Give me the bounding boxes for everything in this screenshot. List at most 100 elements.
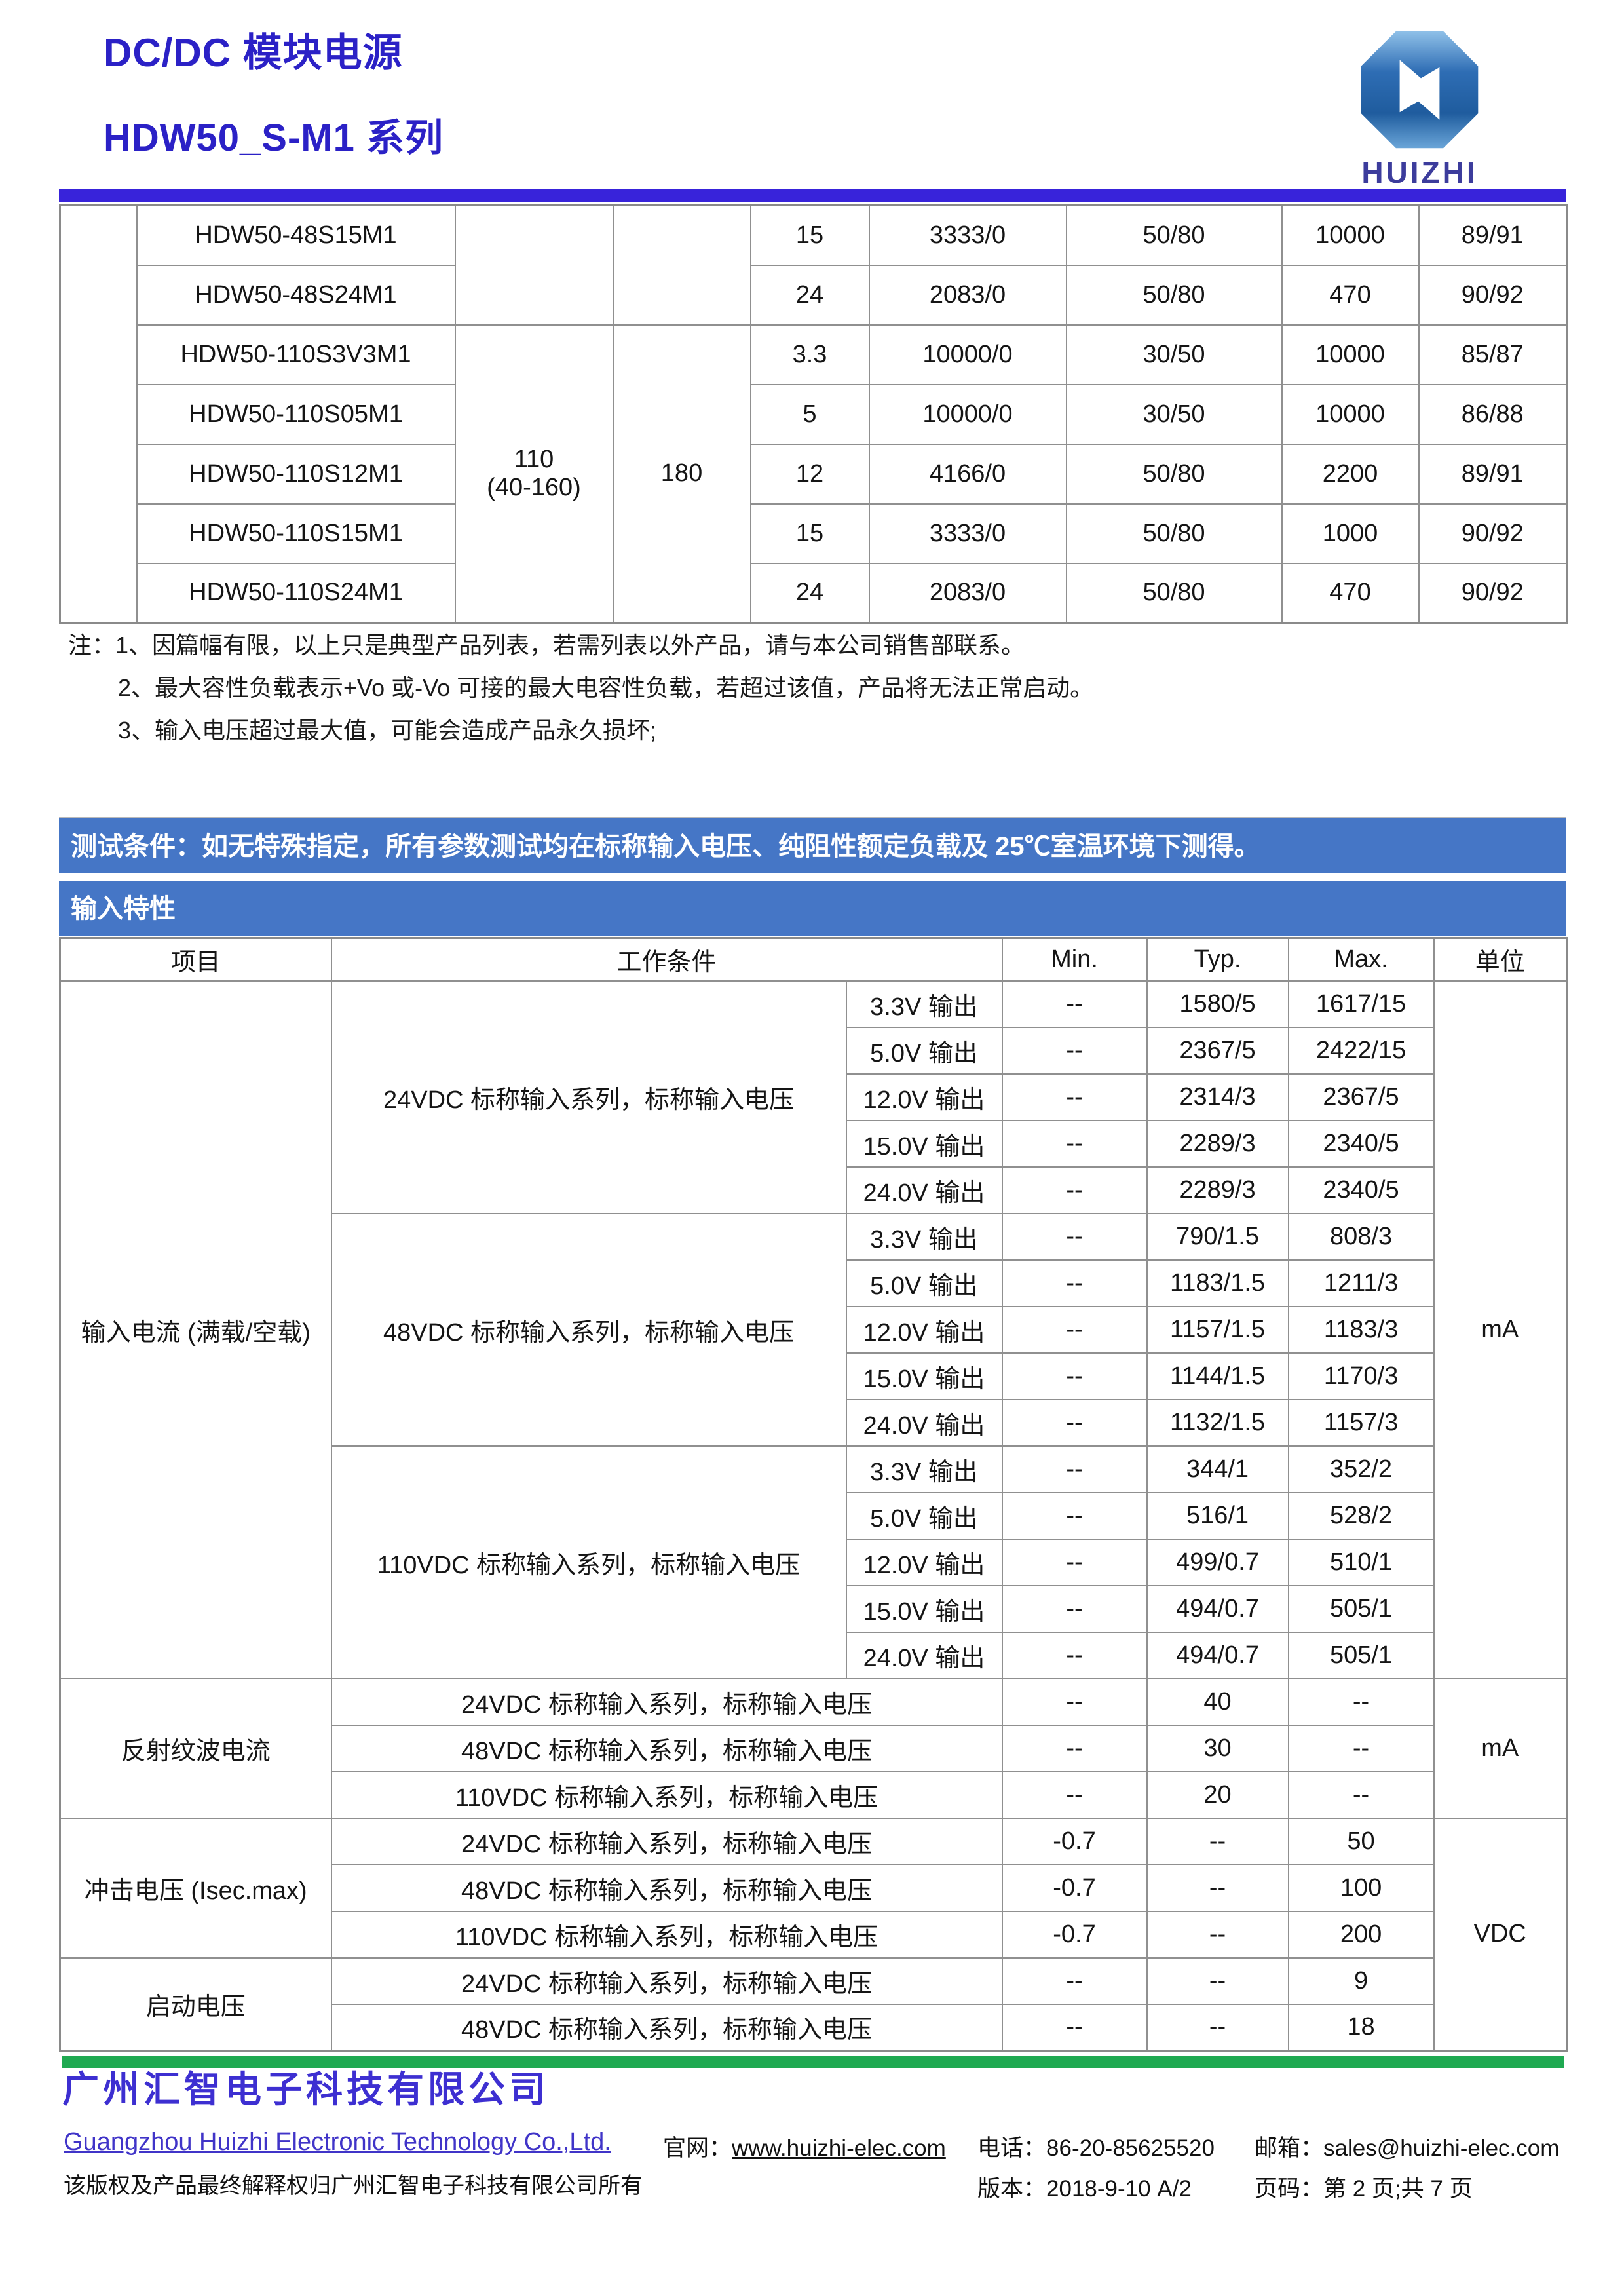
min-cell: -- — [1001, 1259, 1148, 1307]
min-cell: -- — [1001, 1770, 1148, 1819]
efficiency-cell: 85/87 — [1418, 324, 1568, 385]
output-cell: 24.0V 输出 — [845, 1631, 1003, 1679]
header-cell-min: Min. — [1001, 937, 1148, 982]
efficiency-cell: 90/92 — [1418, 562, 1568, 624]
vin-range: (40-160) — [487, 473, 581, 501]
header-cell-max: Max. — [1287, 937, 1435, 982]
max-cell: -- — [1287, 1770, 1435, 1819]
typ-cell: 2289/3 — [1146, 1166, 1289, 1214]
page-number-row: 页码：第 2 页;共 7 页 — [1255, 2170, 1473, 2204]
cap-load-cell: 10000 — [1281, 204, 1420, 266]
min-cell: -- — [1001, 2003, 1148, 2052]
max-cell: 200 — [1287, 1910, 1435, 1959]
min-cell: -0.7 — [1001, 1864, 1148, 1912]
vin-nominal: 110 — [514, 445, 554, 473]
logo-wordmark: HUIZHI — [1361, 155, 1478, 189]
output-cell: 15.0V 输出 — [845, 1119, 1003, 1168]
website-row: 官网：www.huizhi-elec.com — [663, 2130, 946, 2163]
efficiency-cell: 90/92 — [1418, 503, 1568, 564]
iout-cell: 4166/0 — [868, 443, 1067, 505]
typ-cell: 499/0.7 — [1146, 1538, 1289, 1586]
model-cell: HDW50-110S24M1 — [136, 562, 456, 624]
min-cell: -- — [1001, 1724, 1148, 1772]
vout-cell: 12 — [749, 443, 870, 505]
header-divider-bar — [59, 189, 1566, 202]
output-cell: 3.3V 输出 — [845, 1212, 1003, 1261]
typ-cell: -- — [1146, 1864, 1289, 1912]
series-title: HDW50_S-M1 系列 — [104, 117, 444, 159]
vout-cell: 24 — [749, 264, 870, 326]
iout-cell: 2083/0 — [868, 562, 1067, 624]
website-label: 官网： — [663, 2135, 732, 2161]
max-cell: 1157/3 — [1287, 1398, 1435, 1447]
output-cell: 15.0V 输出 — [845, 1352, 1003, 1400]
typ-cell: 2314/3 — [1146, 1073, 1289, 1121]
max-cell: 1211/3 — [1287, 1259, 1435, 1307]
vout-cell: 3.3 — [749, 324, 870, 385]
condition-cell: 48VDC 标称输入系列，标称输入电压 — [330, 1724, 1003, 1772]
ripple-noise-cell: 30/50 — [1065, 324, 1283, 385]
unit-cell-vdc: VDC — [1433, 1817, 1568, 2052]
typ-cell: 344/1 — [1146, 1445, 1289, 1493]
iout-cell: 10000/0 — [868, 324, 1067, 385]
min-cell: -- — [1001, 1491, 1148, 1540]
max-cell: 1617/15 — [1287, 980, 1435, 1028]
copyright-text: 该版权及产品最终解释权归广州汇智电子科技有限公司所有 — [64, 2173, 643, 2198]
min-cell: -- — [1001, 1166, 1148, 1214]
max-cell: 1183/3 — [1287, 1305, 1435, 1354]
efficiency-cell: 89/91 — [1418, 204, 1568, 266]
output-cell: 12.0V 输出 — [845, 1073, 1003, 1121]
max-cell: 2340/5 — [1287, 1119, 1435, 1168]
cap-load-cell: 470 — [1281, 264, 1420, 326]
vin-max-cell-48 — [612, 204, 751, 326]
max-cell: 50 — [1287, 1817, 1435, 1866]
max-cell: 2422/15 — [1287, 1026, 1435, 1075]
output-cell: 3.3V 输出 — [845, 1445, 1003, 1493]
min-cell: -- — [1001, 1026, 1148, 1075]
phone-label: 电话： — [977, 2135, 1047, 2161]
output-cell: 24.0V 输出 — [845, 1166, 1003, 1214]
model-cell: HDW50-110S05M1 — [136, 383, 456, 445]
max-cell: 352/2 — [1287, 1445, 1435, 1493]
typ-cell: 30 — [1146, 1724, 1289, 1772]
output-cell: 5.0V 输出 — [845, 1491, 1003, 1540]
efficiency-cell: 90/92 — [1418, 264, 1568, 326]
typ-cell: 1132/1.5 — [1146, 1398, 1289, 1447]
page-title: DC/DC 模块电源 — [104, 31, 403, 75]
vout-cell: 15 — [749, 503, 870, 564]
note-line-2: 2、最大容性负载表示+Vo 或-Vo 可接的最大电容性负载，若超过该值，产品将无… — [118, 674, 1094, 701]
min-cell: -- — [1001, 1352, 1148, 1400]
output-cell: 12.0V 输出 — [845, 1305, 1003, 1354]
typ-cell: 494/0.7 — [1146, 1584, 1289, 1633]
iout-cell: 10000/0 — [868, 383, 1067, 445]
item-cell-input-current: 输入电流 (满载/空载) — [59, 980, 332, 1679]
condition-cell: 24VDC 标称输入系列，标称输入电压 — [330, 1817, 1003, 1866]
min-cell: -- — [1001, 1305, 1148, 1354]
typ-cell: 1183/1.5 — [1146, 1259, 1289, 1307]
min-cell: -- — [1001, 1631, 1148, 1679]
max-cell: 2340/5 — [1287, 1166, 1435, 1214]
phone-value: 86-20-85625520 — [1046, 2135, 1215, 2161]
min-cell: -- — [1001, 1957, 1148, 2005]
company-name-en-link[interactable]: Guangzhou Huizhi Electronic Technology C… — [64, 2128, 611, 2156]
ripple-noise-cell: 50/80 — [1065, 264, 1283, 326]
min-cell: -- — [1001, 1073, 1148, 1121]
condition-cell: 48VDC 标称输入系列，标称输入电压 — [330, 1212, 847, 1447]
email-label: 邮箱： — [1255, 2135, 1324, 2161]
typ-cell: 40 — [1146, 1677, 1289, 1726]
cap-load-cell: 470 — [1281, 562, 1420, 624]
max-cell: 808/3 — [1287, 1212, 1435, 1261]
vin-cell-110: 110 (40-160) — [454, 324, 614, 624]
version-label: 版本： — [977, 2176, 1047, 2202]
typ-cell: 2367/5 — [1146, 1026, 1289, 1075]
output-cell: 3.3V 输出 — [845, 980, 1003, 1028]
model-cell: HDW50-110S3V3M1 — [136, 324, 456, 385]
test-conditions-banner: 测试条件：如无特殊指定，所有参数测试均在标称输入电压、纯阻性额定负载及 25℃室… — [59, 817, 1566, 873]
output-cell: 24.0V 输出 — [845, 1398, 1003, 1447]
condition-cell: 24VDC 标称输入系列，标称输入电压 — [330, 1957, 1003, 2005]
model-cell: HDW50-48S24M1 — [136, 264, 456, 326]
email-link[interactable]: sales@huizhi-elec.com — [1323, 2135, 1560, 2161]
website-link[interactable]: www.huizhi-elec.com — [732, 2135, 946, 2161]
max-cell: 505/1 — [1287, 1631, 1435, 1679]
condition-cell: 24VDC 标称输入系列，标称输入电压 — [330, 980, 847, 1214]
